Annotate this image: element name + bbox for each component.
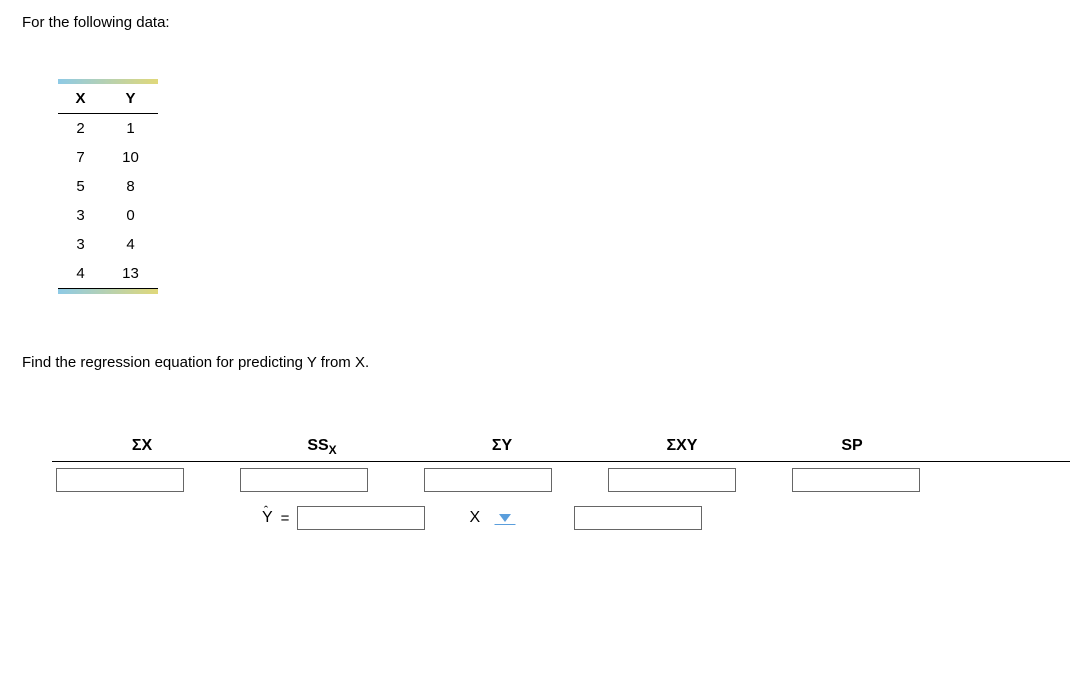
data-table: X Y 2 1 7 10 5 8 3 0 3 4 (58, 84, 158, 289)
table-row: 7 10 (58, 143, 158, 172)
table-bottom-gradient (58, 289, 158, 294)
caret-icon: ˆ (264, 503, 268, 518)
cell-x: 2 (58, 114, 103, 144)
table-row: 2 1 (58, 114, 158, 144)
cell-y: 10 (103, 143, 158, 172)
regression-equation-row: ˆY = X (262, 506, 1070, 530)
header-sigma-xy: ΣXY (592, 437, 772, 457)
input-sigma-xy[interactable] (608, 468, 736, 492)
x-label: X (469, 509, 480, 527)
cell-x: 7 (58, 143, 103, 172)
data-table-container: X Y 2 1 7 10 5 8 3 0 3 4 (58, 79, 158, 294)
header-sigma-x: ΣX (52, 437, 232, 457)
input-ss-x[interactable] (240, 468, 368, 492)
header-sp: SP (772, 437, 932, 457)
answer-inputs-row (52, 462, 1070, 492)
cell-x: 3 (58, 201, 103, 230)
table-row: 3 0 (58, 201, 158, 230)
table-row: 4 13 (58, 259, 158, 289)
table-row: 3 4 (58, 230, 158, 259)
intro-text: For the following data: (22, 14, 1070, 31)
cell-x: 3 (58, 230, 103, 259)
cell-y: 8 (103, 172, 158, 201)
input-slope[interactable] (297, 506, 425, 530)
equals-sign: = (281, 510, 290, 527)
cell-x: 5 (58, 172, 103, 201)
header-ss-sub: X (329, 443, 337, 457)
header-sigma-y: ΣY (412, 437, 592, 457)
yhat-label: ˆY (262, 509, 273, 527)
header-ss-main: SS (307, 437, 328, 454)
input-sp[interactable] (792, 468, 920, 492)
cell-x: 4 (58, 259, 103, 289)
table-row: 5 8 (58, 172, 158, 201)
header-x: X (58, 84, 103, 114)
question-text: Find the regression equation for predict… (22, 354, 1070, 371)
answer-headers: ΣX SSX ΣY ΣXY SP (52, 437, 1070, 462)
input-sigma-y[interactable] (424, 468, 552, 492)
cell-y: 0 (103, 201, 158, 230)
chevron-down-icon (499, 514, 511, 522)
cell-y: 1 (103, 114, 158, 144)
cell-y: 13 (103, 259, 158, 289)
sign-dropdown[interactable] (494, 511, 516, 525)
input-sigma-x[interactable] (56, 468, 184, 492)
answer-area: ΣX SSX ΣY ΣXY SP ˆY = X (52, 437, 1070, 530)
input-intercept[interactable] (574, 506, 702, 530)
cell-y: 4 (103, 230, 158, 259)
header-ss-x: SSX (232, 437, 412, 457)
header-y: Y (103, 84, 158, 114)
